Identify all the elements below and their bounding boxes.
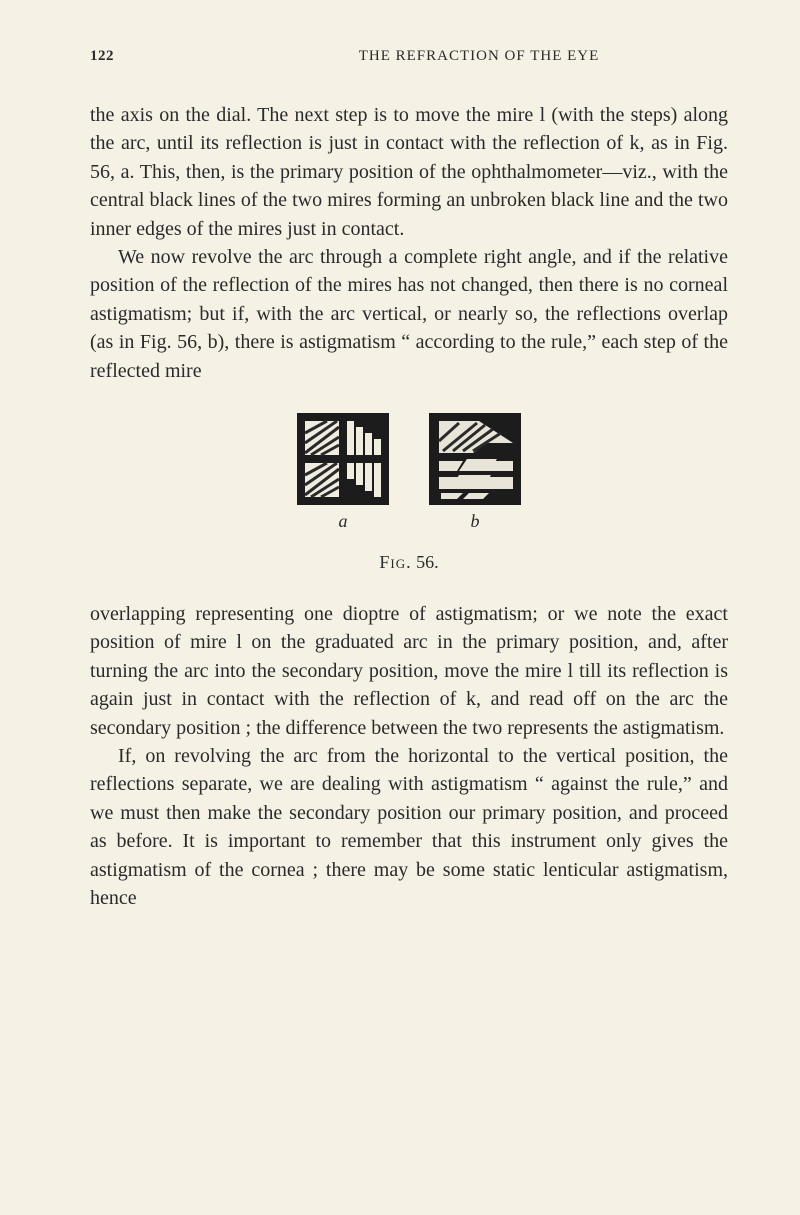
figure-56: a: [90, 413, 728, 576]
body-text: the axis on the dial. The next step is t…: [90, 101, 728, 912]
page-number: 122: [90, 48, 230, 65]
mire-tile-a: [297, 413, 389, 505]
figure-label-a: a: [339, 509, 348, 535]
figure-label-b: b: [471, 509, 480, 535]
paragraph-4: If, on revolving the arc from the horizo…: [90, 742, 728, 912]
figure-56a: a: [297, 413, 389, 535]
figure-56b: b: [429, 413, 521, 535]
mire-tile-b: [429, 413, 521, 505]
page-header: 122 THE REFRACTION OF THE EYE: [90, 48, 728, 65]
paragraph-1: the axis on the dial. The next step is t…: [90, 101, 728, 243]
figure-caption: Fig. 56.: [90, 550, 728, 576]
paragraph-3: overlapping representing one dioptre of …: [90, 600, 728, 742]
running-title: THE REFRACTION OF THE EYE: [230, 48, 728, 65]
figure-caption-prefix: Fig.: [379, 552, 411, 572]
figure-caption-number: 56.: [412, 552, 439, 572]
paragraph-2: We now revolve the arc through a complet…: [90, 243, 728, 385]
